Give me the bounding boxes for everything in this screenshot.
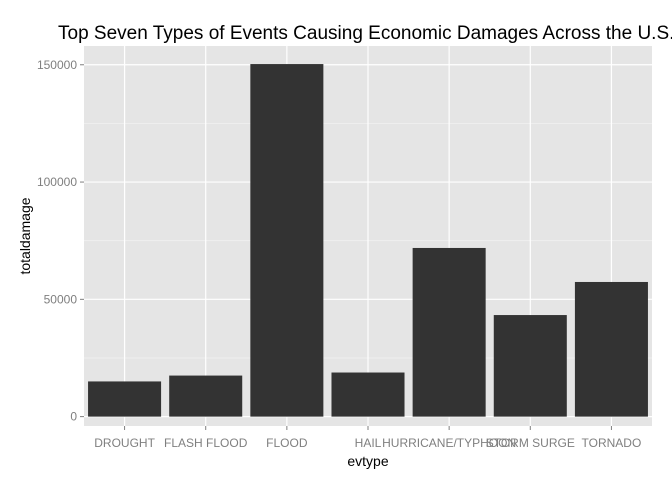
bar-tornado	[574, 281, 648, 417]
bar-flood	[250, 64, 324, 417]
bars	[88, 64, 648, 417]
x-tick-label: HAIL	[355, 436, 382, 450]
y-axis-title: totaldamage	[17, 197, 33, 274]
x-tick-label: STORM SURGE	[486, 436, 575, 450]
y-tick-label: 100000	[37, 175, 77, 189]
x-tick-label: FLOOD	[266, 436, 308, 450]
chart-title: Top Seven Types of Events Causing Econom…	[58, 23, 672, 44]
x-tick-label: FLASH FLOOD	[164, 436, 248, 450]
x-axis: DROUGHT FLASH FLOOD FLOOD HAIL HURRICANE/TYP…	[94, 426, 641, 450]
bar-storm-surge	[493, 315, 567, 417]
bar-flash-flood	[169, 375, 243, 417]
x-axis-title: evtype	[347, 453, 388, 469]
y-tick-label: 0	[70, 410, 77, 424]
x-tick-label: HURRICANE/TYPHOON	[382, 436, 516, 450]
y-tick-label: 50000	[44, 292, 78, 306]
bar-hurricane-typhoon	[412, 247, 486, 417]
y-tick-label: 150000	[37, 58, 77, 72]
y-axis: 0 50000 100000 150000	[37, 58, 84, 424]
x-tick-label: TORNADO	[582, 436, 642, 450]
bar-hail	[331, 372, 405, 417]
bar-drought	[88, 381, 162, 417]
x-tick-label: DROUGHT	[94, 436, 155, 450]
